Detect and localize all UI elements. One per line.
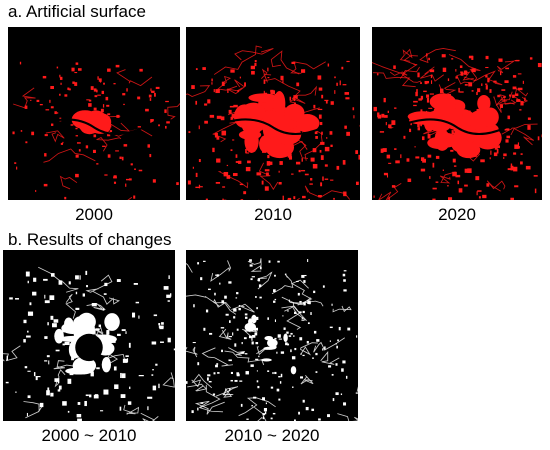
change-2000-2010-label: 2000 ~ 2010	[41, 426, 137, 445]
section-a-title: a. Artificial surface	[8, 2, 146, 21]
map-2010-label: 2010	[254, 205, 292, 224]
change-map-2000-2010	[3, 250, 175, 421]
artificial-surface-map-2000	[8, 27, 180, 200]
change-2010-2020-label: 2010 ~ 2020	[224, 426, 320, 445]
artificial-surface-map-2020	[372, 27, 542, 200]
change-map-2010-2020	[186, 250, 358, 421]
section-b-title: b. Results of changes	[8, 230, 172, 249]
map-2020-label: 2020	[438, 205, 476, 224]
map-2000-label: 2000	[75, 205, 113, 224]
artificial-surface-map-2010	[186, 27, 360, 200]
